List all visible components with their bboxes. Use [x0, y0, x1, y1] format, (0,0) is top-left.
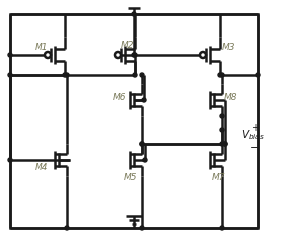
Text: −: − — [250, 143, 260, 153]
Circle shape — [133, 53, 137, 57]
Circle shape — [8, 158, 12, 162]
Circle shape — [200, 52, 206, 58]
Circle shape — [8, 73, 12, 77]
Text: M8: M8 — [224, 94, 238, 102]
Circle shape — [63, 73, 67, 77]
Text: $V_{bias}$: $V_{bias}$ — [241, 128, 265, 142]
Circle shape — [65, 226, 69, 230]
Text: M5: M5 — [124, 174, 137, 182]
Bar — [10, 14, 258, 228]
Circle shape — [220, 114, 224, 118]
Text: M2: M2 — [121, 41, 134, 49]
Text: M6: M6 — [113, 94, 126, 102]
Circle shape — [220, 73, 224, 77]
Circle shape — [140, 226, 144, 230]
Text: M4: M4 — [35, 163, 48, 173]
Circle shape — [220, 128, 224, 132]
Circle shape — [220, 226, 224, 230]
Circle shape — [115, 52, 121, 58]
Circle shape — [132, 53, 136, 57]
Circle shape — [8, 53, 12, 57]
Circle shape — [142, 98, 146, 102]
Text: M3: M3 — [222, 42, 236, 52]
Circle shape — [140, 142, 144, 146]
Circle shape — [65, 73, 69, 77]
Circle shape — [223, 142, 227, 146]
Circle shape — [132, 12, 136, 16]
Circle shape — [220, 142, 224, 146]
Circle shape — [140, 142, 144, 146]
Circle shape — [45, 52, 51, 58]
Text: M1: M1 — [35, 42, 48, 52]
Circle shape — [140, 73, 144, 77]
Circle shape — [223, 142, 227, 146]
Circle shape — [256, 73, 260, 77]
Text: M7: M7 — [212, 174, 226, 182]
Text: +: + — [251, 123, 259, 133]
Circle shape — [133, 73, 137, 77]
Circle shape — [143, 158, 147, 162]
Circle shape — [218, 73, 222, 77]
